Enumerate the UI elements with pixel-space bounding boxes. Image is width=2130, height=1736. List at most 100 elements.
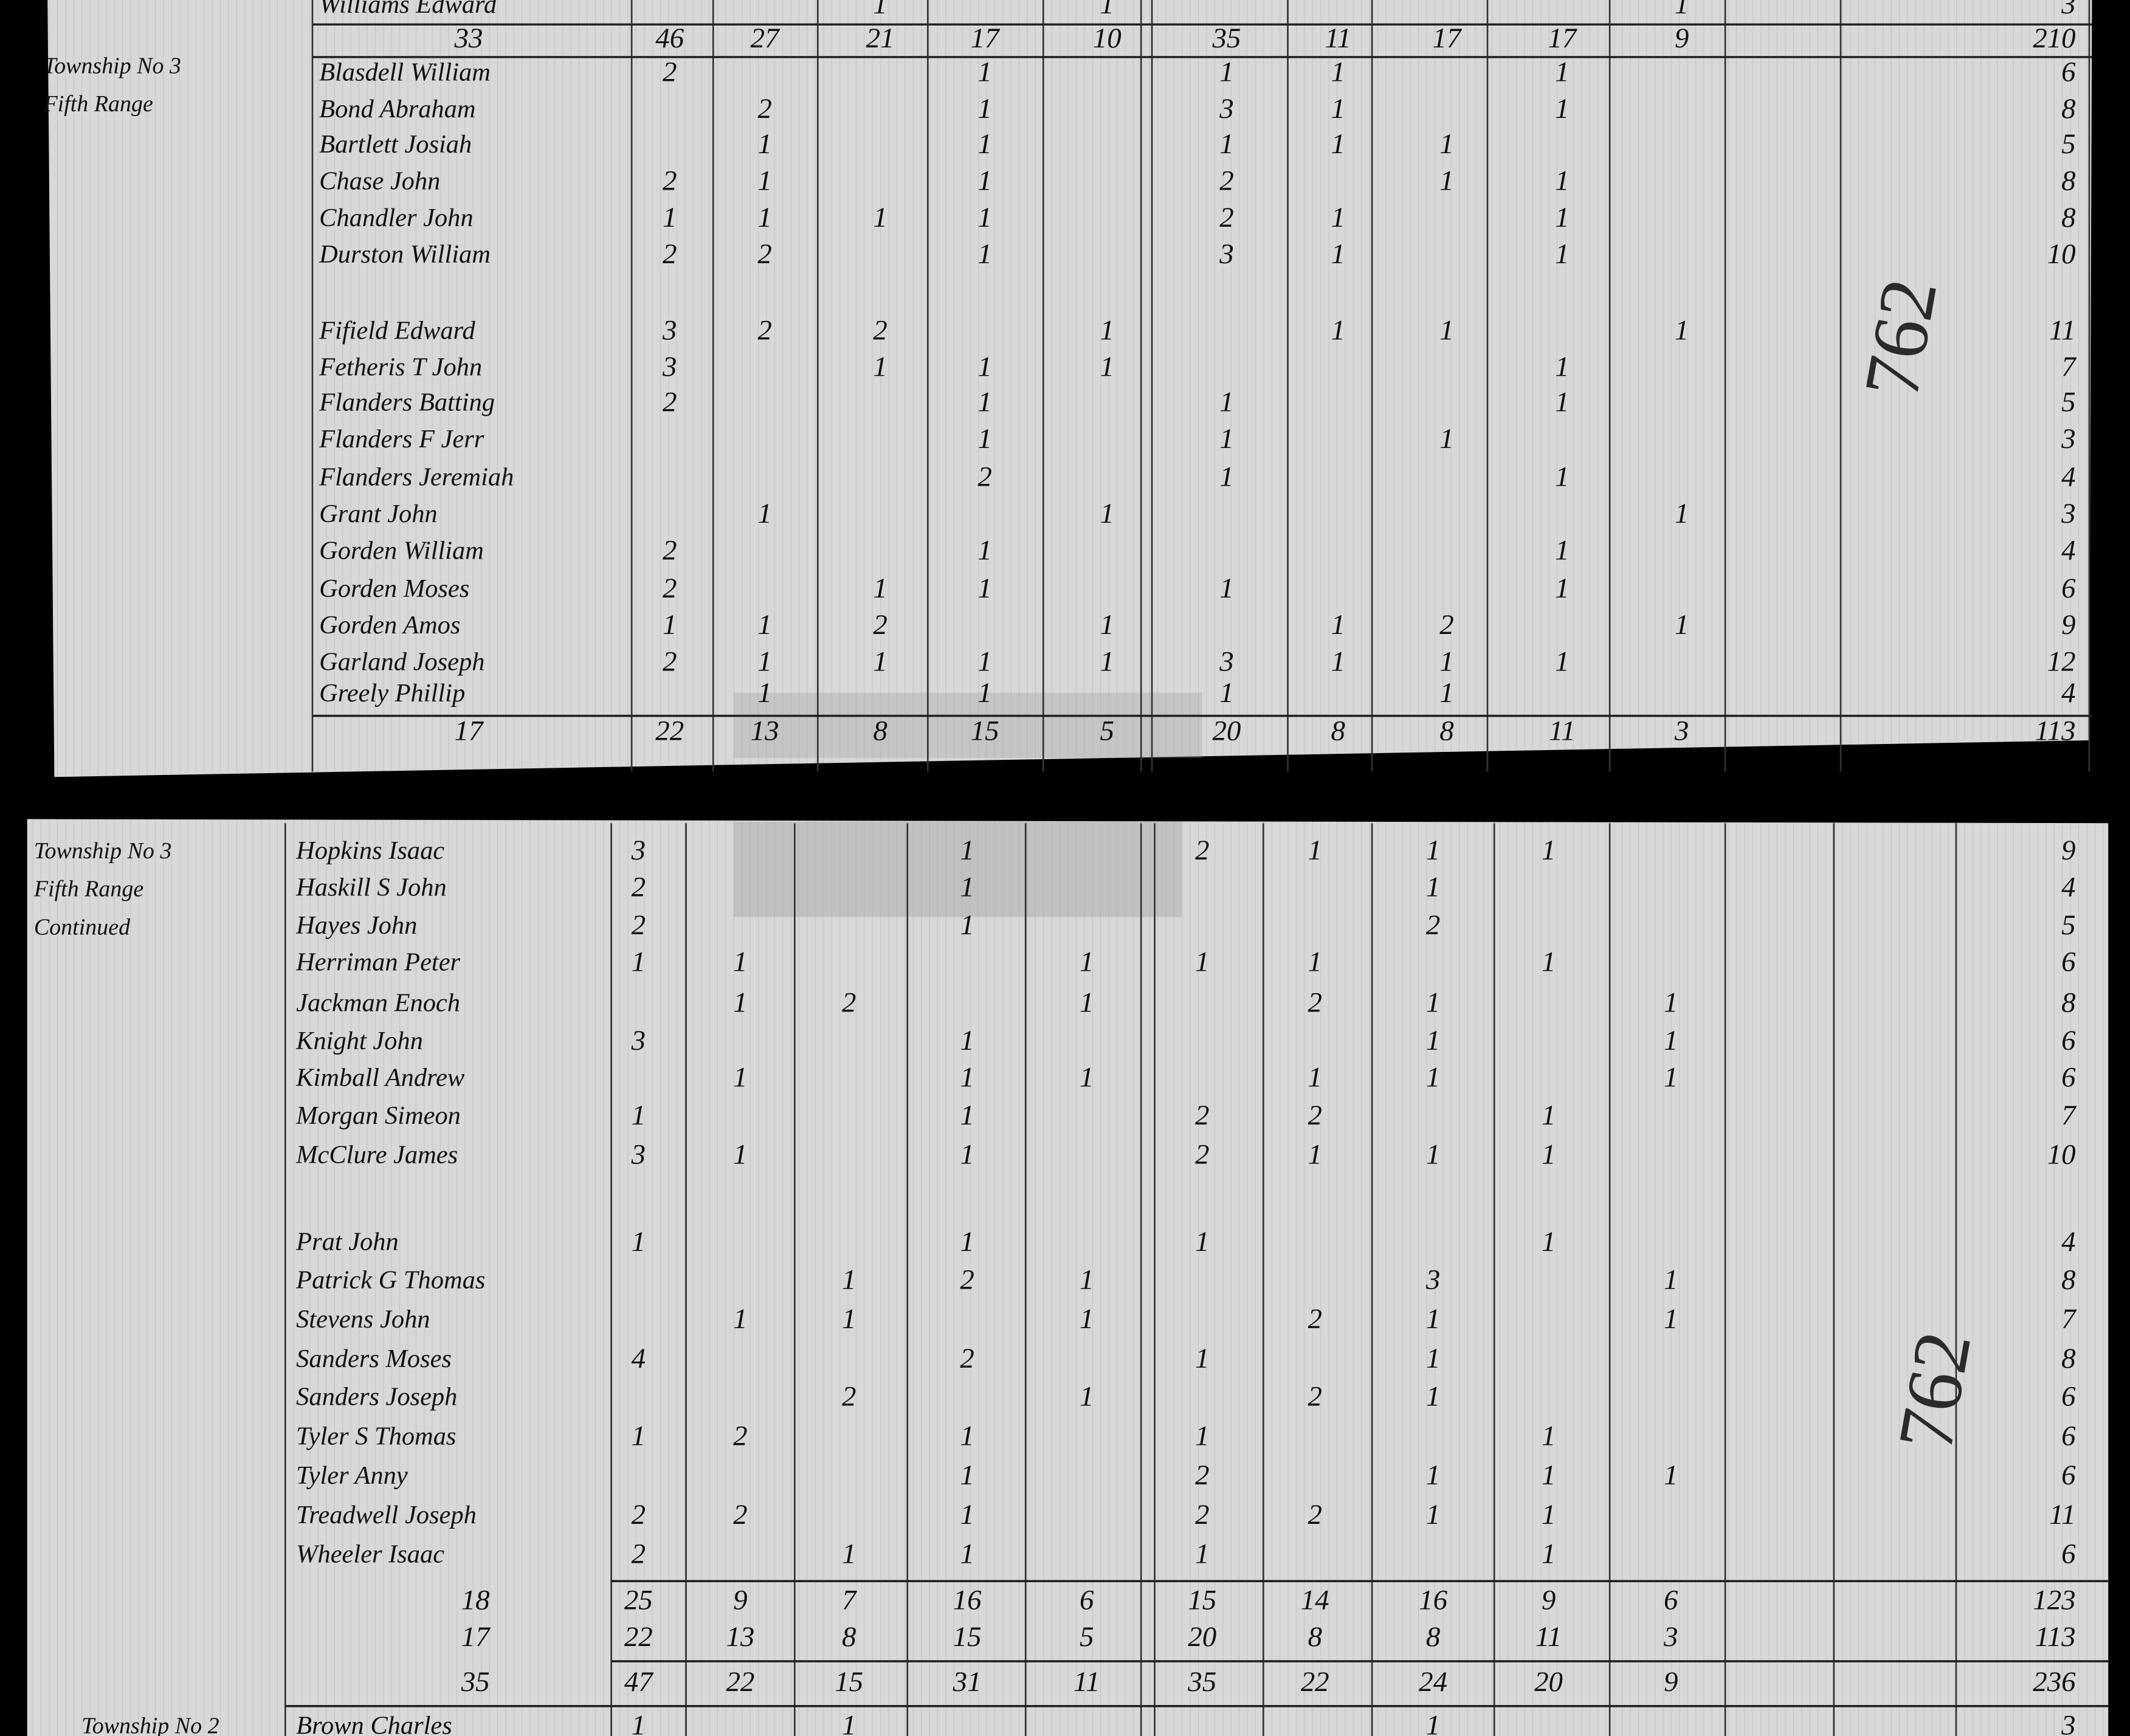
cell-count: 46	[655, 22, 684, 54]
person-name: Gorden Moses	[319, 574, 469, 603]
row-total: 113	[2035, 715, 2076, 747]
cell-count: 17	[971, 22, 1001, 54]
cell-count: 1	[1675, 609, 1689, 641]
cell-count: 1	[1439, 128, 1453, 160]
cell-count: 1	[1555, 646, 1569, 678]
cell-count: 6	[1664, 1585, 1678, 1616]
row-total: 10	[2047, 1139, 2076, 1171]
cell-count: 1	[1195, 946, 1209, 977]
cell-count: 2	[1308, 1381, 1322, 1413]
cell-count: 8	[1331, 715, 1345, 747]
person-name: Flanders F Jerr	[319, 425, 484, 453]
person-name: Herriman Peter	[295, 948, 460, 976]
cell-count: 1	[1195, 1226, 1209, 1258]
smudge	[733, 822, 1182, 917]
cell-count: 1	[1555, 573, 1569, 604]
row-total: 4	[2061, 677, 2075, 709]
cell-count: 1	[1555, 387, 1569, 418]
cell-count: 1	[1555, 351, 1569, 383]
row-total: 5	[2061, 909, 2075, 941]
row-total: 6	[2061, 573, 2076, 604]
page-stamp: 762	[1882, 1325, 1988, 1456]
cell-count: 1	[1100, 351, 1114, 383]
cell-count: 1	[842, 1709, 856, 1736]
row-total: 7	[2061, 1100, 2077, 1131]
cell-count: 1	[960, 835, 974, 866]
cell-count: 31	[953, 1666, 982, 1698]
cell-count: 1	[1426, 1499, 1440, 1531]
person-name: Wheeler Isaac	[296, 1540, 444, 1569]
cell-count: 25	[624, 1585, 653, 1616]
cell-count: 35	[1187, 1666, 1216, 1698]
cell-count: 2	[1219, 165, 1233, 196]
cell-count: 1	[977, 573, 991, 604]
cell-count: 1	[1080, 946, 1094, 977]
person-name: Flanders Batting	[319, 388, 495, 417]
cell-count: 1	[1195, 1420, 1209, 1452]
cell-count: 2	[733, 1420, 747, 1452]
person-name: Fifield Edward	[319, 316, 475, 345]
cell-count: 1	[977, 93, 991, 125]
cell-count: 1	[977, 534, 991, 566]
row-total: 4	[2061, 461, 2075, 493]
cell-count: 1	[757, 165, 771, 196]
cell-count: 1	[1195, 1343, 1209, 1374]
person-name: Flanders Jeremiah	[319, 463, 514, 492]
cell-count: 1	[632, 1420, 646, 1452]
row-total: 8	[2061, 165, 2075, 196]
cell-count: 8	[1308, 1621, 1322, 1653]
person-name: Jackman Enoch	[296, 988, 460, 1017]
person-name: Gorden William	[319, 536, 484, 565]
row-total: 6	[2061, 1538, 2076, 1570]
cell-count: 5	[1100, 715, 1114, 747]
row-total: 8	[2061, 1343, 2075, 1374]
row-count: 35	[461, 1666, 490, 1698]
cell-count: 1	[1426, 1025, 1440, 1056]
cell-count: 3	[631, 835, 646, 866]
cell-count: 1	[1542, 1420, 1556, 1452]
cell-count: 2	[977, 461, 991, 493]
cell-count: 9	[1675, 22, 1689, 54]
cell-count: 16	[1419, 1585, 1447, 1616]
cell-count: 1	[960, 1025, 974, 1056]
person-name: Bond Abraham	[319, 95, 475, 123]
cell-count: 13	[726, 1621, 754, 1653]
cell-count: 1	[1426, 1061, 1440, 1093]
cell-count: 9	[1542, 1585, 1556, 1616]
cell-count: 1	[1308, 1139, 1322, 1171]
person-name: Morgan Simeon	[295, 1101, 461, 1130]
cell-count: 2	[842, 1381, 856, 1413]
cell-count: 3	[631, 1139, 646, 1171]
cell-count: 9	[1664, 1666, 1678, 1698]
township-note: Township No 2	[81, 1713, 219, 1736]
person-name: Sanders Joseph	[296, 1382, 457, 1411]
township-note: Fifth Range	[43, 91, 153, 117]
cell-count: 1	[1675, 0, 1689, 20]
cell-count: 6	[1080, 1585, 1094, 1616]
cell-count: 1	[1542, 946, 1556, 977]
cell-count: 1	[757, 646, 771, 678]
cell-count: 14	[1301, 1585, 1329, 1616]
person-name: Sanders Moses	[296, 1345, 452, 1373]
cell-count: 3	[662, 314, 677, 346]
cell-count: 2	[663, 534, 677, 566]
cell-count: 1	[1664, 1303, 1678, 1335]
row-total: 4	[2061, 534, 2075, 566]
person-name: McClure James	[295, 1141, 458, 1169]
person-name: Knight John	[295, 1027, 423, 1055]
cell-count: 1	[977, 387, 991, 418]
cell-count: 8	[873, 715, 887, 747]
person-name: Durston William	[319, 240, 491, 269]
row-total: 8	[2061, 1264, 2075, 1295]
cell-count: 2	[663, 387, 677, 418]
cell-count: 1	[960, 909, 974, 941]
cell-count: 1	[1331, 57, 1345, 88]
cell-count: 15	[953, 1621, 982, 1653]
cell-count: 1	[1426, 987, 1440, 1018]
cell-count: 1	[733, 987, 747, 1018]
cell-count: 1	[960, 872, 974, 903]
cell-count: 47	[624, 1666, 654, 1698]
cell-count: 1	[842, 1303, 856, 1335]
row-total: 6	[2061, 946, 2076, 977]
